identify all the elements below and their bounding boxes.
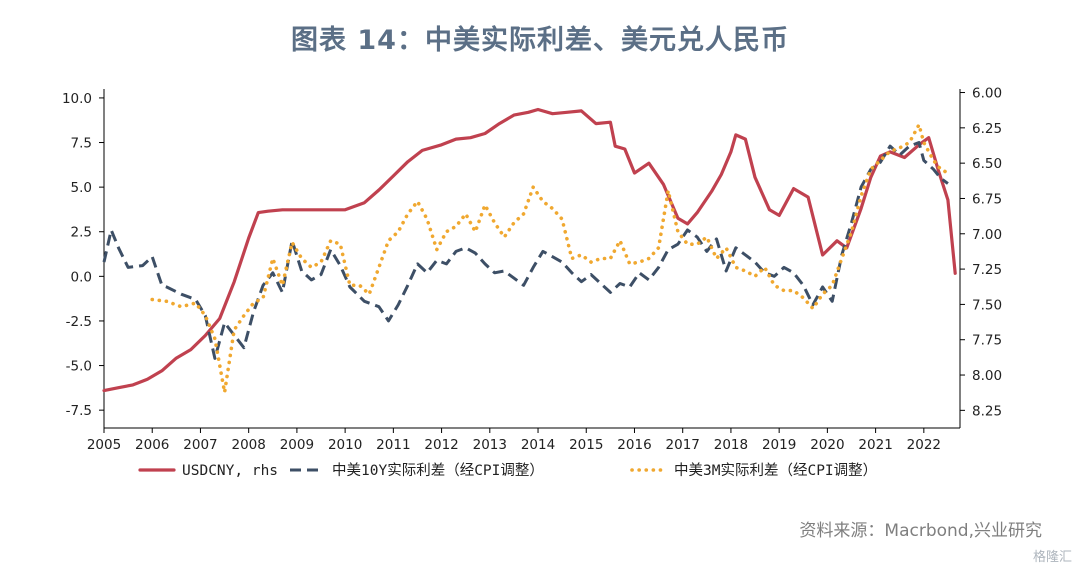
left-tick-label: 7.5	[71, 136, 92, 152]
left-tick-label: 10.0	[62, 91, 92, 107]
legend-label-spread10y: 中美10Y实际利差（经CPI调整）	[332, 462, 544, 479]
x-tick-label: 2019	[762, 437, 796, 453]
x-tick-label: 2011	[376, 437, 410, 453]
right-tick-label: 6.50	[972, 156, 1002, 172]
series-line-spread3m	[150, 122, 950, 395]
chart-title: 图表 14：中美实际利差、美元兑人民币	[291, 25, 789, 56]
legend-label-spread3m: 中美3M实际利差（经CPI调整）	[674, 462, 877, 479]
left-tick-label: -5.0	[66, 359, 92, 375]
x-tick-label: 2006	[135, 437, 169, 453]
series-layer	[102, 107, 957, 395]
series-line-spread10y	[102, 141, 949, 360]
left-tick-label: 0.0	[71, 269, 92, 285]
right-tick-label: 7.50	[972, 297, 1002, 313]
x-tick-label: 2007	[183, 437, 217, 453]
x-tick-label: 2014	[521, 437, 555, 453]
series-line-usdcny	[102, 107, 957, 393]
x-tick-label: 2022	[907, 437, 941, 453]
legend-label-usdcny: USDCNY, rhs	[182, 463, 278, 479]
x-tick-label: 2021	[858, 437, 892, 453]
legend: USDCNY, rhs 中美10Y实际利差（经CPI调整） 中美3M实际利差（经CP…	[138, 462, 877, 479]
x-tick-label: 2013	[473, 437, 507, 453]
right-tick-label: 7.75	[972, 333, 1002, 349]
right-tick-label: 6.00	[972, 86, 1002, 102]
x-tick-label: 2009	[280, 437, 314, 453]
left-tick-label: 5.0	[71, 180, 92, 196]
axes-layer: 10.0 7.5 5.0 2.5 0.0 -2.5 -5.0 -7.5 6.00 6.25 6.50…	[62, 86, 1002, 453]
x-tick-label: 2018	[714, 437, 748, 453]
x-tick-label: 2008	[231, 437, 265, 453]
right-tick-label: 8.25	[972, 403, 1002, 419]
x-tick-label: 2005	[87, 437, 121, 453]
source-note: 资料来源：Macrbond,兴业研究	[799, 521, 1042, 541]
left-tick-label: -7.5	[66, 403, 92, 419]
x-tick-label: 2020	[810, 437, 844, 453]
right-tick-label: 7.25	[972, 262, 1002, 278]
left-tick-label: -2.5	[66, 314, 92, 330]
right-tick-label: 7.00	[972, 227, 1002, 243]
x-tick-label: 2015	[569, 437, 603, 453]
x-tick-label: 2016	[617, 437, 651, 453]
right-tick-label: 6.75	[972, 191, 1002, 207]
x-tick-label: 2017	[666, 437, 700, 453]
left-tick-label: 2.5	[71, 225, 92, 241]
watermark: 格隆汇	[1032, 550, 1072, 565]
x-tick-label: 2010	[328, 437, 362, 453]
x-tick-label: 2012	[424, 437, 458, 453]
right-tick-label: 6.25	[972, 121, 1002, 137]
right-tick-label: 8.00	[972, 368, 1002, 384]
